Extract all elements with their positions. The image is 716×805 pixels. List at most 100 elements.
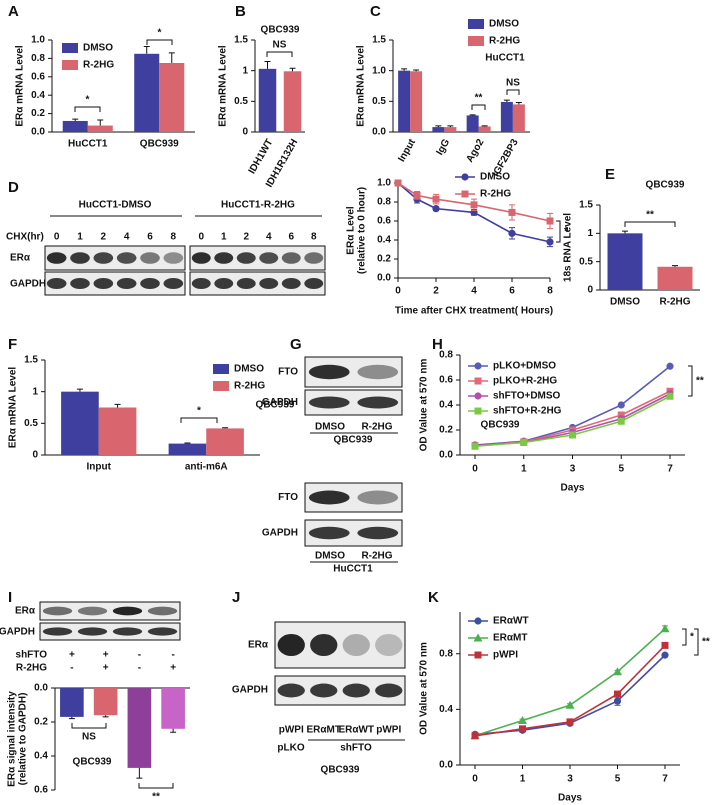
lane-label: ERαWT <box>338 725 374 736</box>
blot-band <box>214 252 234 264</box>
panel-letter: G <box>290 336 302 353</box>
blot-strip <box>44 245 186 271</box>
y-tick-label: 0 <box>242 127 248 138</box>
lane-label: 1 <box>77 232 83 243</box>
blot-strip <box>189 245 326 271</box>
x-tick-label: 6 <box>509 286 515 297</box>
error-bar <box>622 230 628 234</box>
error-bar <box>114 403 121 408</box>
panel-letter: F <box>8 336 17 353</box>
bar <box>500 101 513 132</box>
x-tick-label: 8 <box>547 286 553 297</box>
bar <box>134 53 160 132</box>
significance-bracket <box>71 723 107 729</box>
legend-label: pWPI <box>493 650 518 661</box>
x-tick-label: 5 <box>618 464 624 475</box>
group-label: HuCCT1-DMSO <box>79 200 152 211</box>
marker <box>470 201 478 209</box>
blot-band <box>375 633 403 657</box>
subtitle: HuCCT1 <box>485 53 525 64</box>
lane-label: R-2HG <box>361 422 392 433</box>
legend-label: ERαWT <box>493 616 529 627</box>
panel-letter: B <box>235 3 246 20</box>
y-axis-label: OD Value at 570 nm <box>419 358 430 451</box>
y-tick-label: 0.2 <box>439 425 453 436</box>
blot-band <box>140 252 160 264</box>
row-label: GAPDH <box>232 685 268 696</box>
significance-bracket <box>688 365 693 397</box>
y-tick-label: 0.0 <box>34 683 48 694</box>
x-tick-label: 3 <box>567 774 573 785</box>
lane-label: 1 <box>221 232 227 243</box>
y-tick-label: 0.0 <box>31 127 45 138</box>
lane-label: R-2HG <box>361 551 392 562</box>
subtitle: QBC939 <box>481 420 520 431</box>
y-tick-label: 1 <box>242 65 248 76</box>
x-axis-label: Days <box>558 793 582 804</box>
subtitle: QBC939 <box>646 180 685 191</box>
group-label: shFTO <box>340 743 372 754</box>
significance-label: NS <box>506 78 520 89</box>
y-tick-label: 0.2 <box>34 717 48 728</box>
y-tick-label: 0.5 <box>372 96 386 107</box>
legend-label: DMSO <box>83 43 113 54</box>
x-tick-label: anti-m6A <box>185 462 228 473</box>
marker <box>660 624 670 633</box>
x-tick-label: 2 <box>433 286 439 297</box>
marker <box>546 217 554 225</box>
error-bar <box>264 60 271 69</box>
legend-swatch <box>62 60 78 70</box>
blot-band <box>42 606 73 616</box>
legend-marker <box>473 633 483 642</box>
marker <box>546 238 554 246</box>
bar <box>206 428 244 455</box>
blot-band <box>357 490 399 505</box>
cell-label: HuCCT1 <box>333 564 373 575</box>
bar <box>478 126 491 132</box>
y-tick-label: 1 <box>32 386 38 397</box>
condition-sign: - <box>70 663 73 674</box>
y-axis-label: OD Value at 570 nm <box>419 642 430 735</box>
significance-label: * <box>564 226 568 237</box>
panel-letter: D <box>8 179 19 196</box>
bar <box>127 688 152 768</box>
error-bar <box>515 102 522 105</box>
significance-bracket <box>266 51 293 57</box>
y-tick-label: 1.5 <box>234 35 248 46</box>
blot-strip <box>44 271 186 296</box>
blot-band <box>77 627 108 636</box>
significance-label: * <box>197 406 201 417</box>
legend-label: DMSO <box>480 172 510 183</box>
blot-band <box>277 683 305 698</box>
marker <box>565 700 575 709</box>
lane-label: 4 <box>124 232 130 243</box>
x-tick-label: 7 <box>667 464 673 475</box>
lane-label: 0 <box>54 232 60 243</box>
marker <box>661 641 669 649</box>
error-bar <box>469 114 476 116</box>
bar <box>283 71 302 132</box>
y-tick-label: 1.5 <box>579 200 593 211</box>
error-bar <box>170 728 177 733</box>
y-tick-label: 1.0 <box>372 65 386 76</box>
y-tick-label: 0 <box>587 285 593 296</box>
condition-sign: - <box>171 650 174 661</box>
error-bar <box>447 125 454 128</box>
significance-bracket <box>694 628 699 656</box>
x-tick-label: QBC939 <box>140 139 179 150</box>
cell-label: QBC939 <box>321 765 360 776</box>
bar <box>398 70 411 132</box>
blot-band <box>357 396 399 409</box>
legend-swatch <box>213 381 229 391</box>
blot-band <box>93 277 114 290</box>
blot-band <box>304 252 324 264</box>
blot-band <box>147 606 178 616</box>
condition-sign: + <box>103 663 109 674</box>
row-label: FTO <box>278 367 298 378</box>
blot-band <box>310 683 338 698</box>
condition-label: shFTO <box>16 650 48 661</box>
blot-band <box>93 252 114 264</box>
y-axis-label: ERα signal intensity <box>7 691 18 787</box>
row-label: GAPDH <box>262 528 298 539</box>
x-tick-label: 3 <box>570 464 576 475</box>
